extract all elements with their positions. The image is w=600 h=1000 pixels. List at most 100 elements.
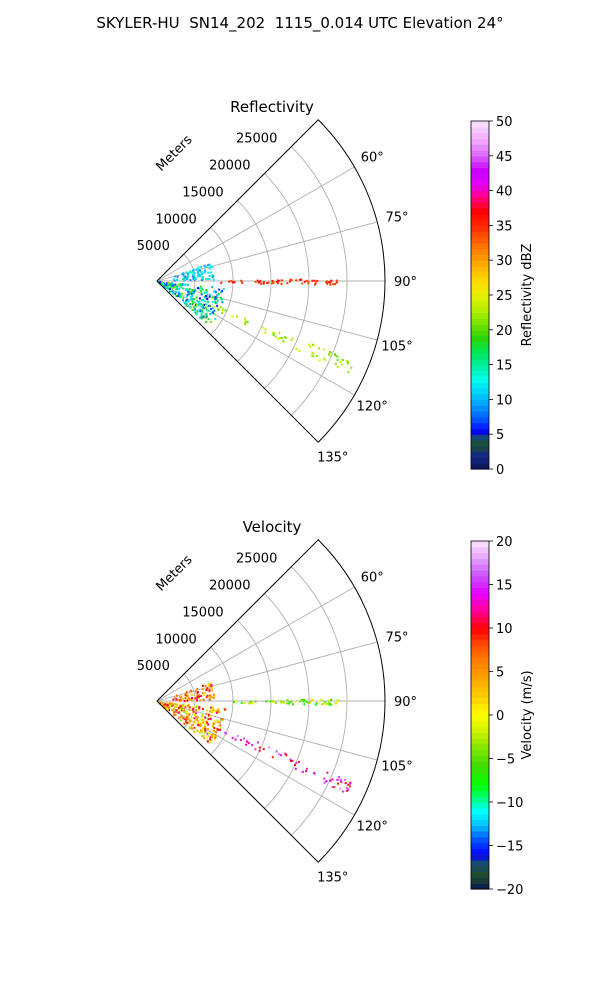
colorbar-segment (471, 703, 489, 710)
echo-gate (201, 688, 204, 691)
echo-gate (243, 702, 246, 705)
echo-gate (192, 289, 195, 292)
echo-gate (326, 282, 329, 285)
echo-gate (261, 326, 264, 329)
echo-gate (198, 696, 201, 699)
colorbar-tick-label: 5 (496, 428, 504, 443)
echo-gate (213, 695, 215, 698)
echo-gate (287, 702, 290, 705)
echo-gate (204, 723, 207, 726)
echo-gate (210, 321, 212, 323)
echo-gate (189, 270, 192, 273)
echo-gate (185, 695, 188, 698)
echo-gate (197, 287, 200, 290)
colorbar-segment (471, 411, 489, 418)
echo-gate (191, 697, 193, 699)
colorbar-segment (471, 184, 489, 192)
echo-gate (198, 731, 201, 734)
echo-gate (195, 304, 198, 306)
echo-gate (216, 299, 219, 302)
echo-gate (197, 723, 200, 726)
echo-gate (170, 705, 173, 707)
echo-gate (215, 735, 218, 738)
azimuth-tick-label: 135° (317, 451, 348, 466)
echo-gate (290, 339, 293, 342)
echo-gate (341, 790, 344, 793)
echo-gate (323, 357, 326, 360)
echo-gate (331, 778, 334, 781)
range-tick-label: 20000 (209, 159, 250, 174)
echo-gate (188, 292, 191, 295)
echo-gate (198, 297, 201, 300)
echo-gate (347, 783, 350, 786)
echo-gate (210, 696, 213, 699)
echo-gate (337, 782, 339, 785)
echo-gate (192, 303, 195, 306)
echo-gate (165, 284, 168, 286)
echo-gate (282, 340, 285, 343)
echo-gate (211, 307, 214, 310)
echo-gate (184, 276, 187, 279)
echo-gate (210, 265, 212, 268)
echo-gate (283, 336, 286, 339)
colorbar-segment (471, 422, 489, 429)
echo-gate (349, 782, 352, 785)
echo-gate (203, 291, 206, 294)
echo-gate (337, 776, 340, 779)
echo-gate (205, 277, 207, 280)
echo-gate (336, 355, 339, 358)
echo-gate (246, 740, 249, 743)
echo-gate (168, 282, 170, 284)
colorbar-segment (471, 662, 489, 670)
azimuth-tick-label: 60° (361, 151, 384, 166)
echo-gate (206, 296, 209, 299)
echo-gate (202, 698, 205, 701)
echo-gate (271, 282, 273, 285)
echo-gate (179, 705, 182, 708)
echo-gate (347, 371, 350, 374)
echo-gate (330, 698, 333, 701)
echo-gate (201, 298, 204, 301)
echo-gate (185, 693, 188, 696)
echo-gate (206, 740, 209, 743)
echo-gate (217, 710, 220, 713)
echo-gate (204, 312, 207, 315)
echo-gate (166, 703, 169, 706)
colorbar-segment (471, 807, 489, 815)
echo-gate (196, 309, 199, 312)
echo-gate (194, 278, 197, 280)
colorbar-label: Velocity (m/s) (520, 670, 535, 759)
echo-gate (197, 271, 199, 274)
echo-gate (215, 301, 218, 304)
colorbar-segment (471, 370, 489, 377)
echo-gate (186, 704, 189, 707)
echo-gate (204, 306, 207, 309)
echo-gate (332, 283, 335, 286)
azimuth-tick-label: 75° (386, 631, 409, 646)
echo-gate (165, 707, 168, 710)
echo-gate (344, 778, 347, 781)
echo-gate (221, 301, 224, 304)
echo-gate (206, 728, 209, 731)
colorbar-segment (471, 387, 489, 395)
colorbar-segment (471, 138, 489, 145)
echo-gate (205, 709, 208, 712)
echo-gate (258, 281, 261, 284)
echo-gate (231, 315, 234, 318)
colorbar-segment (471, 726, 489, 733)
colorbar-segment (471, 778, 489, 786)
colorbar-segment (471, 541, 489, 548)
echo-gate (314, 703, 317, 706)
azimuth-tick-label: 135° (317, 871, 348, 886)
echo-gate (244, 320, 247, 323)
echo-gate (208, 710, 211, 712)
colorbar-tick-label: 10 (496, 622, 513, 637)
echo-gate (203, 692, 206, 694)
echo-gate (295, 279, 298, 282)
range-tick-label: 20000 (209, 579, 250, 594)
echo-gate (198, 695, 200, 698)
azimuth-tick-label: 120° (357, 399, 388, 414)
echo-gate (231, 281, 234, 284)
echo-gate (163, 284, 166, 287)
colorbar-segment (471, 440, 489, 447)
